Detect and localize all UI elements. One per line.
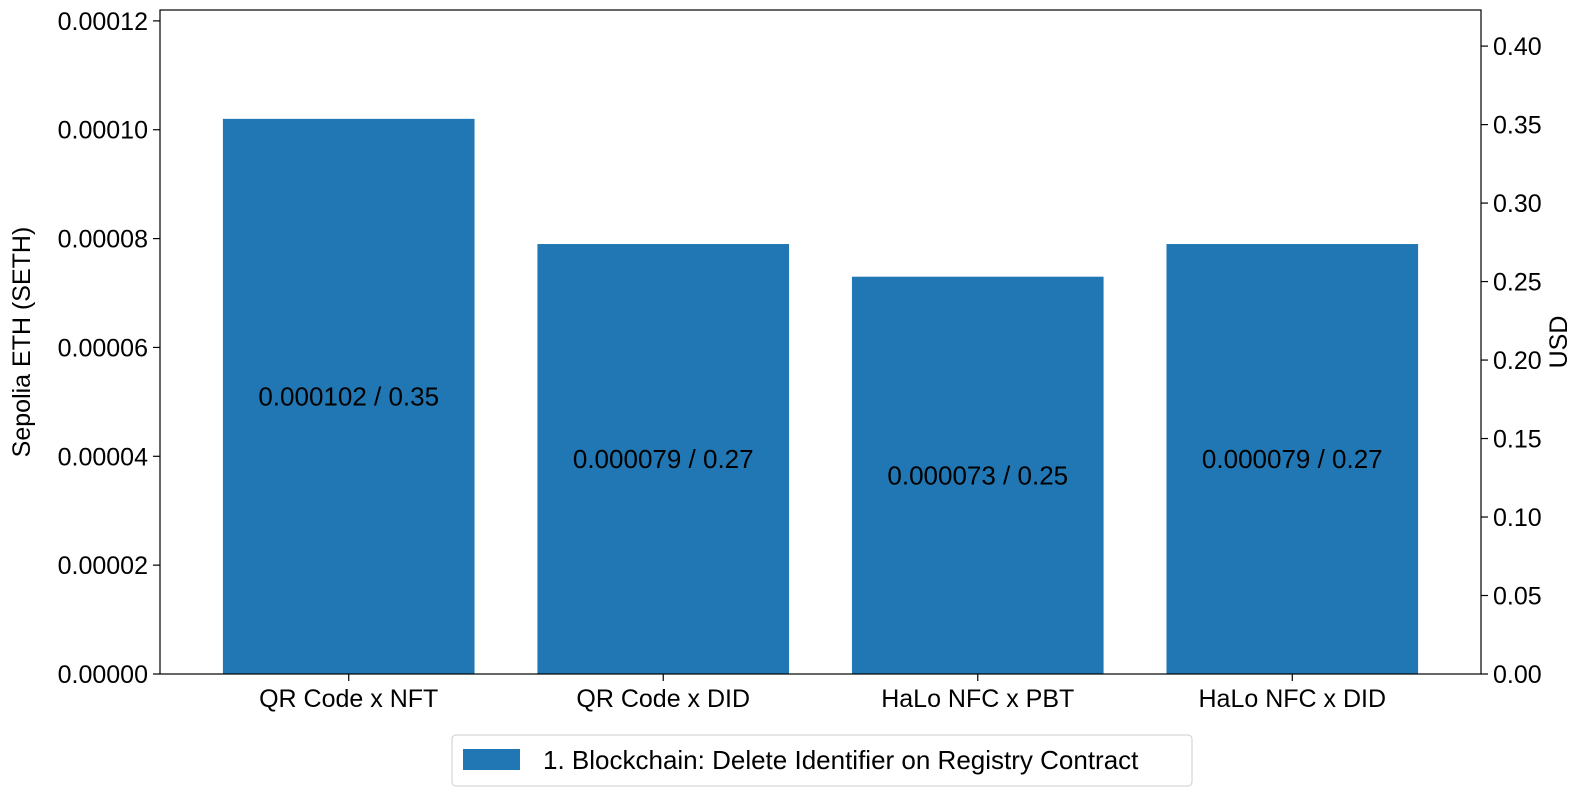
x-tick-label-3: HaLo NFC x DID <box>1199 685 1387 713</box>
bar-value-label-3: 0.000079 / 0.27 <box>1202 444 1383 474</box>
y-tick-label-4: 0.00008 <box>58 226 148 254</box>
legend-label: 1. Blockchain: Delete Identifier on Regi… <box>543 745 1139 775</box>
y2-tick-label-7: 0.35 <box>1493 112 1542 140</box>
y2-tick-label-8: 0.40 <box>1493 33 1542 61</box>
x-axis: QR Code x NFT QR Code x DID HaLo NFC x PBT… <box>259 674 1386 713</box>
plot-frame <box>159 9 1482 675</box>
legend: 1. Blockchain: Delete Identifier on Regi… <box>451 734 1193 787</box>
y-tick-label-5: 0.00010 <box>58 117 148 145</box>
y-tick-label-0: 0.00000 <box>58 661 148 689</box>
bar-value-label-0: 0.000102 / 0.35 <box>258 381 439 411</box>
bar-1 <box>537 244 790 675</box>
y2-tick-label-2: 0.10 <box>1493 504 1542 532</box>
right-axis: 0.00 0.05 0.10 0.15 0.20 0.25 0.30 0.35 0.40 <box>1481 33 1542 689</box>
bar-value-label-2: 0.000073 / 0.25 <box>887 460 1068 490</box>
legend-swatch <box>463 749 520 770</box>
bar-3 <box>1166 244 1419 675</box>
bar-value-label-1: 0.000079 / 0.27 <box>573 444 754 474</box>
x-tick-label-1: QR Code x DID <box>576 685 750 713</box>
y-tick-label-6: 0.00012 <box>58 8 148 36</box>
y2-tick-label-4: 0.20 <box>1493 347 1542 375</box>
y2-axis-title: USD <box>1545 316 1573 369</box>
bar-2 <box>851 276 1104 674</box>
y-axis-title: Sepolia ETH (SETH) <box>8 227 36 458</box>
y2-tick-label-0: 0.00 <box>1493 661 1542 689</box>
left-axis: 0.00000 0.00002 0.00004 0.00006 0.00008 0.000… <box>58 8 160 689</box>
y2-tick-label-5: 0.25 <box>1493 269 1542 297</box>
y2-tick-label-6: 0.30 <box>1493 190 1542 218</box>
y2-tick-label-1: 0.05 <box>1493 583 1542 611</box>
x-tick-label-2: HaLo NFC x PBT <box>881 685 1074 713</box>
bar-0 <box>222 118 475 674</box>
y2-tick-label-3: 0.15 <box>1493 426 1542 454</box>
x-tick-label-0: QR Code x NFT <box>259 685 438 713</box>
bars <box>222 118 1419 675</box>
legend-frame <box>451 734 1193 787</box>
bar-labels: 0.000102 / 0.35 0.000079 / 0.27 0.000073 /… <box>258 381 1382 490</box>
y-tick-label-2: 0.00004 <box>58 443 148 471</box>
y-tick-label-1: 0.00002 <box>58 552 148 580</box>
y-tick-label-3: 0.00006 <box>58 334 148 362</box>
